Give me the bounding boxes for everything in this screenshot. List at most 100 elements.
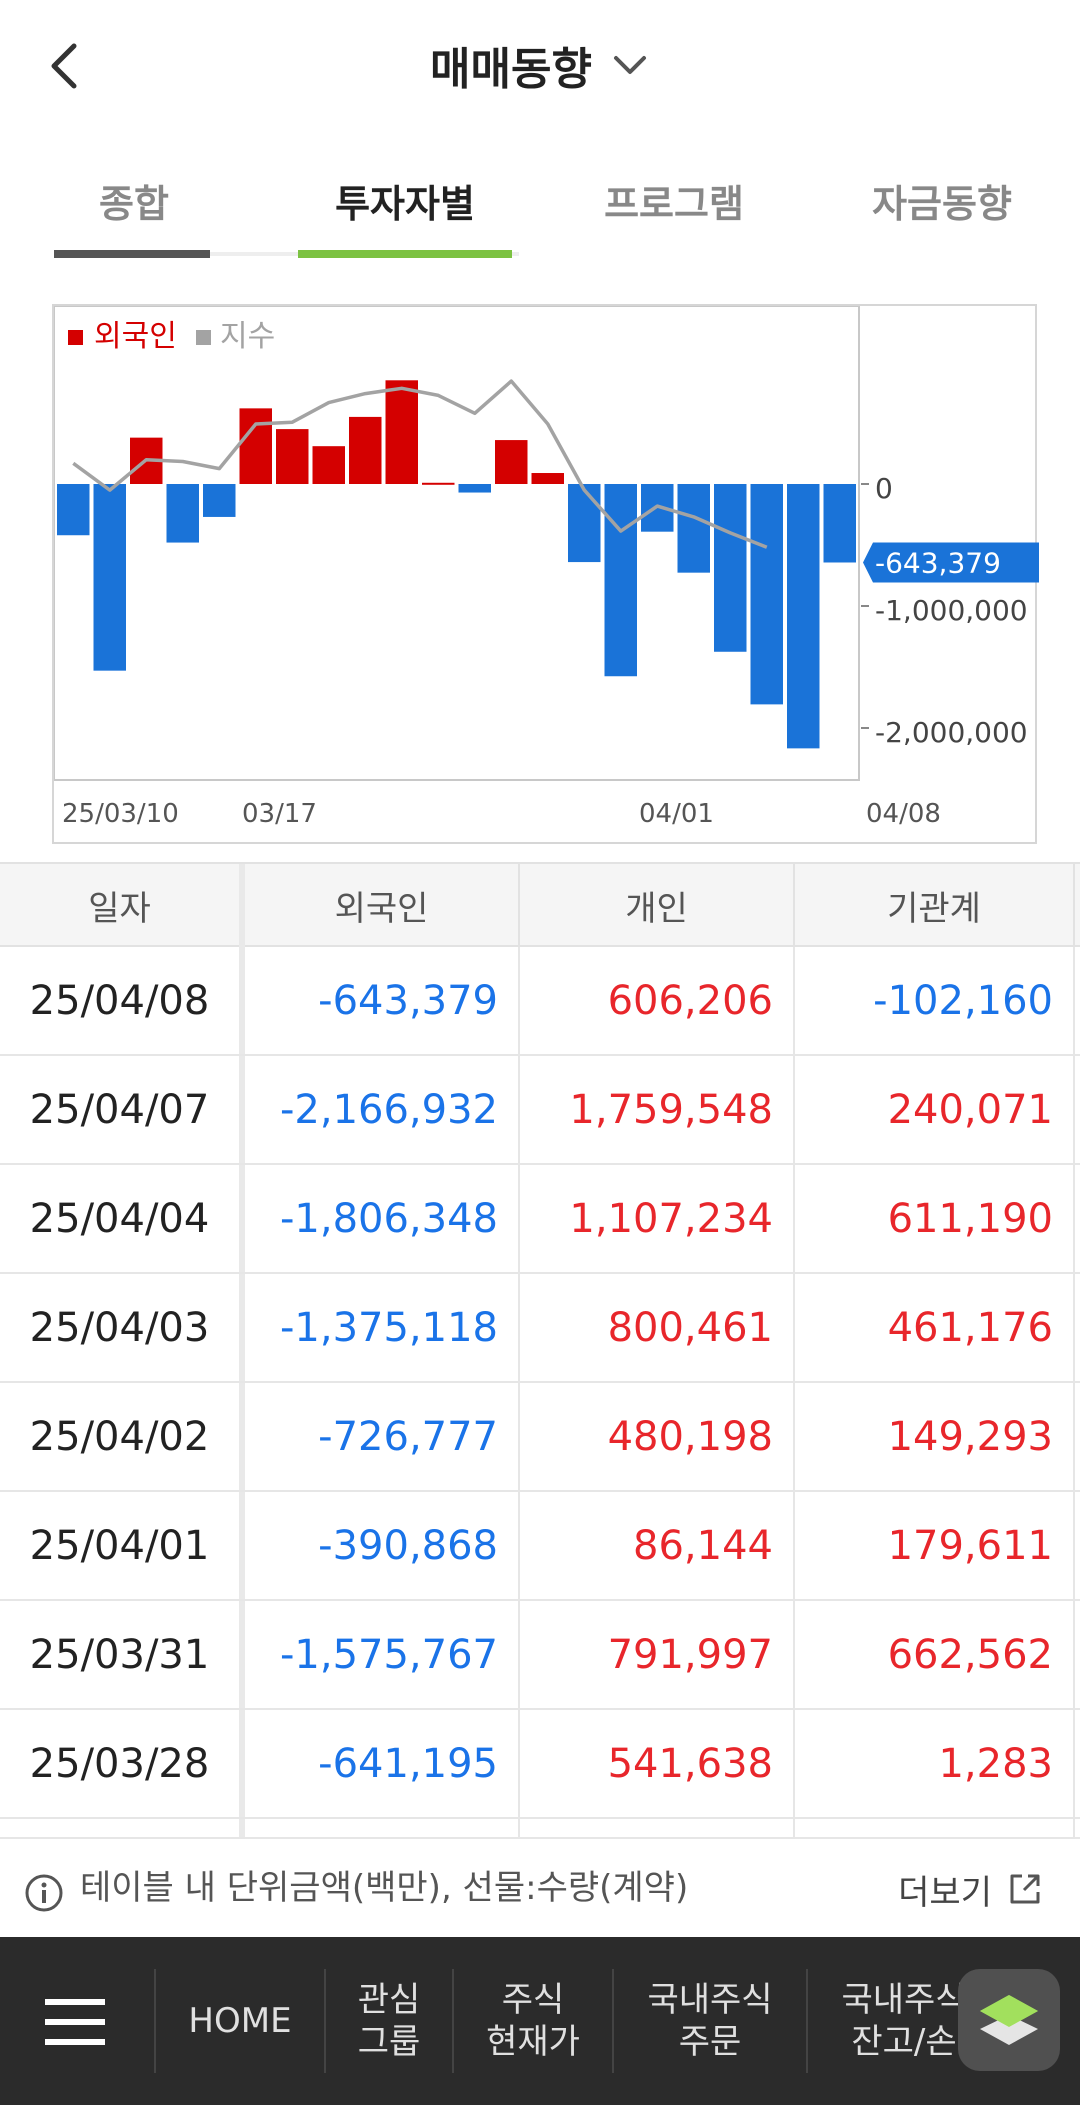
chart-bar bbox=[203, 484, 236, 517]
tab-bar: 종합 투자자별 프로그램 자금동향 bbox=[0, 140, 1080, 260]
y-tick-label: -2,000,000 bbox=[875, 716, 1028, 749]
cell-institution: 611,190 bbox=[795, 1165, 1075, 1272]
cell-institution: 1,283 bbox=[795, 1710, 1075, 1817]
layer-button[interactable] bbox=[958, 1969, 1060, 2071]
info-bar: 테이블 내 단위금액(백만), 선물:수량(계약) 더보기 bbox=[0, 1837, 1080, 1937]
cell-institution: 179,611 bbox=[795, 1492, 1075, 1599]
table-row[interactable]: 25/04/02 -726,777 480,198 149,293 bbox=[0, 1383, 1080, 1492]
nav-separator bbox=[806, 1969, 808, 2073]
cell-date: 25/04/03 bbox=[0, 1274, 245, 1381]
cell-individual: 541,638 bbox=[520, 1710, 795, 1817]
chart-bar bbox=[312, 446, 345, 484]
chart-bar bbox=[823, 484, 856, 563]
tab-program[interactable]: 프로그램 bbox=[604, 181, 744, 226]
cell-individual: 86,144 bbox=[520, 1492, 795, 1599]
current-value-tag bbox=[863, 542, 1039, 583]
tab-active-underline bbox=[298, 250, 512, 258]
legend-label-index: 지수 bbox=[220, 319, 275, 354]
nav-domestic-order[interactable]: 국내주식 주문 bbox=[647, 1980, 773, 2062]
column-header-institution: 기관계 bbox=[795, 864, 1075, 947]
cell-date: 25/04/04 bbox=[0, 1165, 245, 1272]
tab-track bbox=[54, 252, 519, 256]
x-tick-label: 25/03/10 bbox=[62, 799, 179, 829]
cell-institution: 662,562 bbox=[795, 1601, 1075, 1708]
table-row[interactable]: 25/04/03 -1,375,118 800,461 461,176 bbox=[0, 1274, 1080, 1383]
menu-button[interactable] bbox=[40, 1987, 110, 2057]
cell-individual: 1,107,234 bbox=[520, 1165, 795, 1272]
table-row[interactable]: 25/04/08 -643,379 606,206 -102,160 bbox=[0, 947, 1080, 1056]
table-cell bbox=[245, 1819, 520, 1837]
cell-foreign: -1,575,767 bbox=[245, 1601, 520, 1708]
table-cell bbox=[520, 1819, 795, 1837]
tab-summary[interactable]: 종합 bbox=[99, 181, 169, 226]
nav-watchlist[interactable]: 관심 그룹 bbox=[357, 1980, 421, 2062]
header: 매매동향 bbox=[0, 0, 1080, 135]
legend-swatch-foreign bbox=[68, 330, 83, 345]
legend-label-foreign: 외국인 bbox=[94, 319, 177, 354]
cell-institution: 240,071 bbox=[795, 1056, 1075, 1163]
cell-individual: 800,461 bbox=[520, 1274, 795, 1381]
nav-home[interactable]: HOME bbox=[188, 2001, 292, 2041]
nav-separator bbox=[154, 1969, 156, 2073]
chart-bar bbox=[239, 408, 272, 484]
column-header-date: 일자 bbox=[0, 864, 245, 947]
current-value-label: -643,379 bbox=[875, 546, 1001, 579]
cell-individual: 480,198 bbox=[520, 1383, 795, 1490]
table-row[interactable]: 25/03/31 -1,575,767 791,997 662,562 bbox=[0, 1601, 1080, 1710]
investor-table: 일자 외국인 개인 기관계 25/04/08 -643,379 606,206 -10… bbox=[0, 862, 1080, 1837]
cell-institution: 461,176 bbox=[795, 1274, 1075, 1381]
chevron-left-icon bbox=[51, 43, 77, 89]
nav-separator bbox=[612, 1969, 614, 2073]
tab-scroll-indicator bbox=[54, 250, 210, 258]
chart-canvas: 외국인 지수 0 -1,000,000 -2,000,000 -643,379 25/03/… bbox=[54, 306, 1039, 829]
chart-bar bbox=[422, 482, 455, 485]
y-tick-label: -1,000,000 bbox=[875, 594, 1028, 627]
tab-by-investor[interactable]: 투자자별 bbox=[335, 181, 475, 226]
more-link[interactable]: 더보기 bbox=[898, 1861, 1044, 1917]
cell-date: 25/03/31 bbox=[0, 1601, 245, 1708]
investor-chart: 외국인 지수 0 -1,000,000 -2,000,000 -643,379 25/03/… bbox=[52, 304, 1039, 844]
chart-bar bbox=[93, 484, 126, 671]
cell-institution: 149,293 bbox=[795, 1383, 1075, 1490]
nav-domestic-balance[interactable]: 국내주식 잔고/손 bbox=[841, 1980, 967, 2062]
back-button[interactable] bbox=[40, 30, 100, 100]
chart-bar bbox=[531, 473, 564, 484]
column-header-individual: 개인 bbox=[520, 864, 795, 947]
cell-foreign: -2,166,932 bbox=[245, 1056, 520, 1163]
x-tick-label: 03/17 bbox=[242, 799, 317, 829]
x-tick-label: 04/08 bbox=[866, 799, 941, 829]
cell-date: 25/03/28 bbox=[0, 1710, 245, 1817]
layers-icon bbox=[980, 1995, 1038, 2045]
table-row[interactable]: 25/04/07 -2,166,932 1,759,548 240,071 bbox=[0, 1056, 1080, 1165]
table-row[interactable] bbox=[0, 1819, 1080, 1837]
table-row[interactable]: 25/04/01 -390,868 86,144 179,611 bbox=[0, 1492, 1080, 1601]
cell-institution: -102,160 bbox=[795, 947, 1075, 1054]
index-line bbox=[72, 379, 768, 549]
table-header: 일자 외국인 개인 기관계 bbox=[0, 862, 1080, 947]
nav-separator bbox=[452, 1969, 454, 2073]
more-label: 더보기 bbox=[898, 1872, 992, 1913]
cell-individual: 791,997 bbox=[520, 1601, 795, 1708]
chart-bar bbox=[604, 484, 637, 677]
info-icon bbox=[25, 1874, 63, 1912]
cell-foreign: -641,195 bbox=[245, 1710, 520, 1817]
table-row[interactable]: 25/04/04 -1,806,348 1,107,234 611,190 bbox=[0, 1165, 1080, 1274]
tab-fund-flow[interactable]: 자금동향 bbox=[872, 181, 1012, 226]
chart-bar bbox=[385, 380, 418, 484]
chart-bar bbox=[166, 484, 199, 543]
chart-bar bbox=[57, 484, 90, 536]
table-cell bbox=[795, 1819, 1075, 1837]
table-row[interactable]: 25/03/28 -641,195 541,638 1,283 bbox=[0, 1710, 1080, 1819]
table-cell bbox=[0, 1819, 245, 1837]
chart-bar bbox=[495, 440, 528, 484]
hamburger-icon bbox=[45, 1999, 105, 2045]
nav-stock-price[interactable]: 주식 현재가 bbox=[486, 1980, 580, 2062]
x-tick-label: 04/01 bbox=[639, 799, 714, 829]
cell-date: 25/04/01 bbox=[0, 1492, 245, 1599]
chevron-down-icon bbox=[613, 56, 646, 74]
column-header-foreign: 외국인 bbox=[245, 864, 520, 947]
cell-foreign: -1,806,348 bbox=[245, 1165, 520, 1272]
page-title: 매매동향 bbox=[430, 44, 592, 95]
chart-bar bbox=[568, 484, 601, 563]
title-dropdown[interactable]: 매매동향 bbox=[0, 30, 1080, 100]
